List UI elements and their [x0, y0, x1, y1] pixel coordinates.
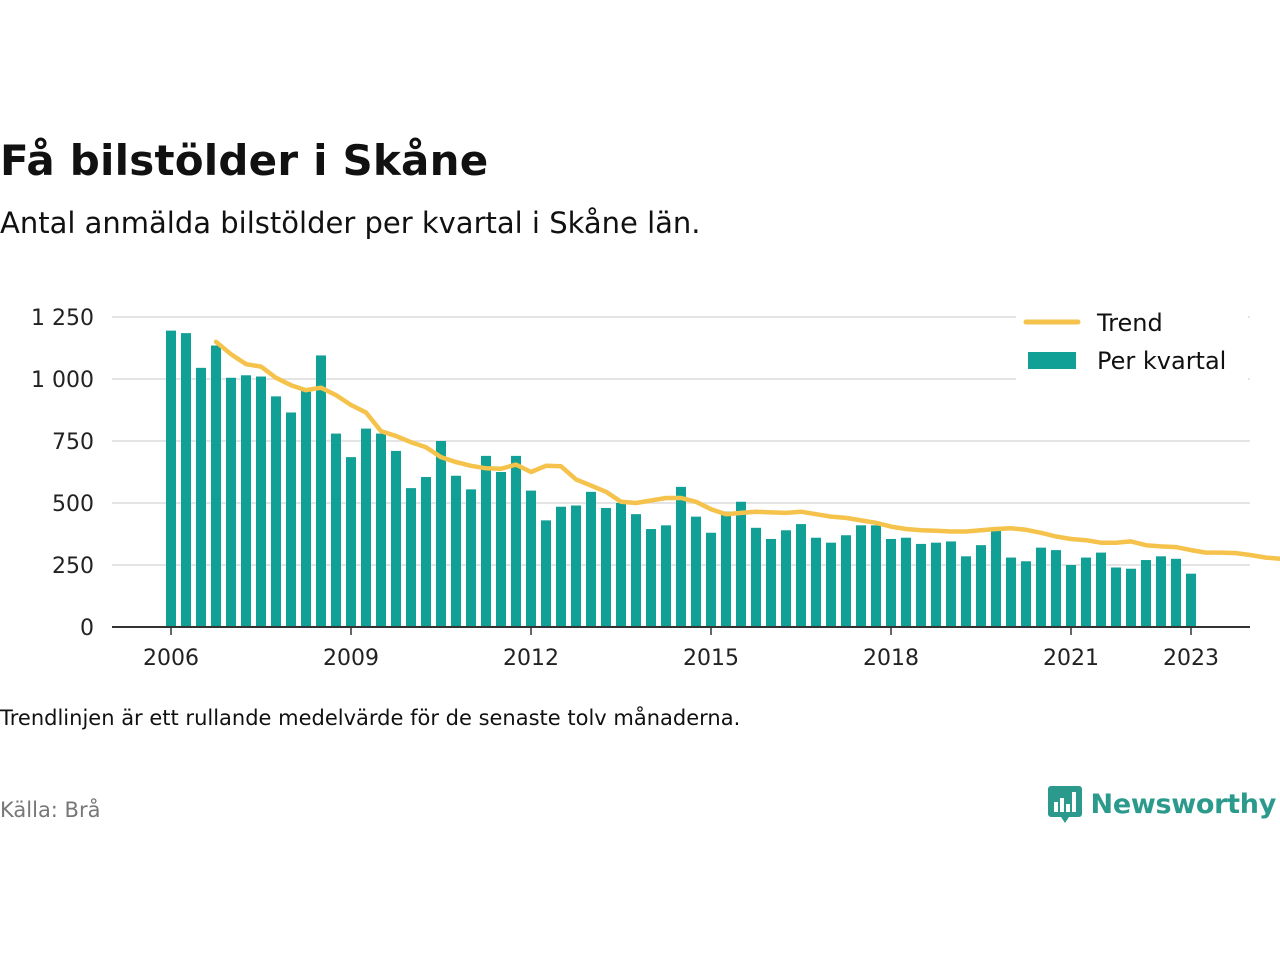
- bar: [1021, 561, 1031, 627]
- bar: [691, 516, 701, 627]
- bar: [766, 538, 776, 627]
- bar: [376, 433, 386, 627]
- bar: [1036, 547, 1046, 627]
- bar: [481, 455, 491, 627]
- chart-title: Få bilstölder i Skåne: [0, 136, 489, 185]
- bar: [856, 525, 866, 627]
- source-label: Källa: Brå: [0, 798, 101, 822]
- bar: [211, 345, 221, 627]
- bar: [736, 501, 746, 627]
- bar: [796, 524, 806, 627]
- bar: [601, 507, 611, 627]
- bar-series: [166, 330, 1196, 627]
- bar: [346, 457, 356, 627]
- bar: [316, 355, 326, 627]
- legend-trend-label: Trend: [1096, 309, 1163, 337]
- legend-bar-label: Per kvartal: [1097, 347, 1226, 375]
- bar: [511, 455, 521, 627]
- x-tick-label: 2015: [683, 646, 739, 671]
- bar: [946, 541, 956, 627]
- x-tick-label: 2023: [1163, 646, 1219, 671]
- chart-subtitle: Antal anmälda bilstölder per kvartal i S…: [0, 206, 701, 240]
- y-tick-label: 250: [52, 554, 94, 579]
- bar: [1141, 560, 1151, 627]
- bar: [496, 472, 506, 627]
- bar: [676, 486, 686, 627]
- bar: [271, 396, 281, 627]
- chart-note: Trendlinjen är ett rullande medelvärde f…: [0, 706, 741, 730]
- bar: [841, 535, 851, 627]
- newsworthy-logo-icon: [1047, 786, 1082, 823]
- bar: [631, 514, 641, 627]
- bar: [1186, 573, 1196, 627]
- bar: [931, 542, 941, 627]
- bar: [1126, 568, 1136, 627]
- bar: [421, 476, 431, 627]
- bar: [1096, 552, 1106, 627]
- bar: [331, 433, 341, 627]
- bar: [556, 506, 566, 627]
- bar: [1171, 558, 1181, 627]
- bar: [571, 505, 581, 627]
- x-tick-label: 2018: [863, 646, 919, 671]
- y-tick-label: 750: [52, 430, 94, 455]
- bar: [196, 367, 206, 627]
- bar: [1006, 557, 1016, 627]
- bar: [301, 390, 311, 627]
- bar: [586, 491, 596, 627]
- bar: [661, 525, 671, 627]
- legend-bar-swatch: [1028, 352, 1076, 369]
- x-tick-label: 2021: [1043, 646, 1099, 671]
- bar: [391, 450, 401, 627]
- trend-line: [213, 339, 1280, 561]
- bar: [811, 537, 821, 627]
- bar: [901, 537, 911, 627]
- bar: [226, 377, 236, 627]
- x-tick-label: 2006: [143, 646, 199, 671]
- bar: [241, 375, 251, 627]
- bar: [406, 488, 416, 627]
- x-tick-label: 2012: [503, 646, 559, 671]
- bar: [1051, 550, 1061, 627]
- bar: [526, 490, 536, 627]
- bar: [826, 542, 836, 627]
- y-tick-label: 0: [80, 616, 94, 641]
- bar: [871, 525, 881, 627]
- newsworthy-logo-text: Newsworthy: [1090, 788, 1277, 820]
- y-tick-label: 500: [52, 492, 94, 517]
- bar: [916, 543, 926, 627]
- y-tick-label: 1 250: [31, 306, 94, 331]
- bar: [961, 556, 971, 627]
- bar: [466, 489, 476, 627]
- newsworthy-logo: Newsworthy: [1047, 784, 1276, 824]
- y-tick-label: 1 000: [31, 368, 94, 393]
- bar: [361, 428, 371, 627]
- bar: [706, 532, 716, 627]
- bar: [886, 538, 896, 627]
- bar: [286, 412, 296, 627]
- bar: [181, 333, 191, 627]
- bar: [451, 475, 461, 627]
- x-tick-label: 2009: [323, 646, 379, 671]
- bar: [721, 511, 731, 627]
- bar: [541, 520, 551, 627]
- bar: [781, 530, 791, 627]
- chart-area: 0 250 500 750 1 000 1 250 2006 2009 2012 2015 2018…: [31, 302, 1280, 671]
- bar: [1066, 565, 1076, 627]
- trend-series: [213, 339, 1280, 561]
- axes: 0 250 500 750 1 000 1 250 2006 2009 2012 2015 2018…: [31, 306, 1250, 671]
- bar: [1081, 557, 1091, 627]
- bar: [616, 503, 626, 627]
- legend: Trend Per kvartal: [1016, 302, 1248, 382]
- bar: [646, 529, 656, 627]
- bar: [1111, 567, 1121, 627]
- bar: [166, 330, 176, 627]
- bar: [436, 441, 446, 627]
- bar: [751, 527, 761, 627]
- bar: [976, 545, 986, 627]
- bar: [256, 376, 266, 627]
- bar: [1156, 556, 1166, 627]
- bar: [991, 530, 1001, 627]
